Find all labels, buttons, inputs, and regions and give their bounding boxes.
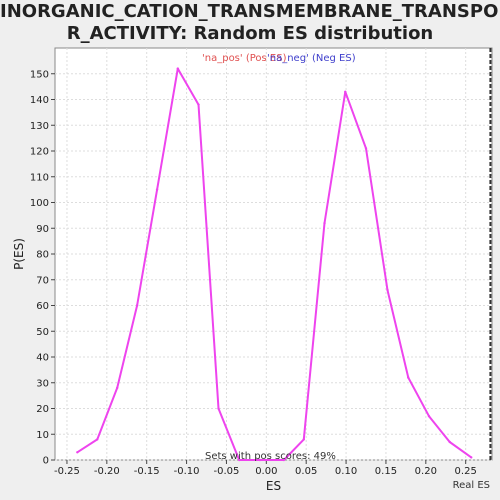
data-point bbox=[386, 288, 389, 292]
x-tick-label: -0.20 bbox=[94, 466, 120, 477]
y-tick-label: 30 bbox=[36, 378, 49, 389]
data-point bbox=[427, 415, 431, 418]
data-point bbox=[407, 376, 410, 379]
x-tick-label: 0.00 bbox=[255, 466, 277, 477]
y-tick-label: 130 bbox=[30, 121, 49, 132]
y-tick-label: 80 bbox=[36, 250, 49, 261]
x-tick-label: 0.20 bbox=[415, 466, 437, 477]
data-point bbox=[217, 407, 220, 410]
legend-pos-es: 'na_pos' (Pos ES) bbox=[202, 53, 287, 64]
x-tick-label: 0.05 bbox=[295, 466, 317, 477]
y-tick-label: 150 bbox=[30, 69, 49, 80]
data-point bbox=[258, 458, 262, 462]
data-point bbox=[282, 458, 286, 462]
data-point bbox=[470, 456, 473, 459]
y-tick-label: 110 bbox=[30, 172, 49, 183]
y-tick-label: 70 bbox=[36, 275, 49, 286]
real-es-label: Real ES bbox=[453, 480, 490, 491]
x-tick-label: 0.10 bbox=[335, 466, 357, 477]
y-tick-label: 90 bbox=[36, 224, 49, 235]
y-tick-label: 40 bbox=[36, 353, 49, 364]
y-tick-label: 120 bbox=[30, 147, 49, 158]
y-tick-label: 0 bbox=[43, 456, 49, 467]
chart-title-line-2: R_ACTIVITY: Random ES distribution bbox=[66, 23, 434, 44]
data-point bbox=[364, 147, 368, 150]
x-tick-label: -0.15 bbox=[134, 466, 160, 477]
y-axis-label: P(ES) bbox=[12, 238, 26, 270]
data-point bbox=[302, 438, 306, 441]
data-point bbox=[176, 67, 180, 70]
data-point bbox=[135, 304, 139, 307]
y-tick-label: 100 bbox=[30, 198, 49, 209]
pos-scores-annotation: Sets with pos scores: 49% bbox=[205, 451, 336, 462]
x-axis-label: ES bbox=[266, 479, 281, 493]
data-point bbox=[155, 188, 159, 191]
x-tick-label: 0.25 bbox=[455, 466, 477, 477]
series-line bbox=[76, 67, 472, 461]
data-point bbox=[448, 440, 451, 444]
data-point bbox=[344, 90, 347, 93]
data-point bbox=[76, 451, 79, 454]
y-tick-label: 20 bbox=[36, 404, 49, 415]
y-tick-label: 60 bbox=[36, 301, 49, 312]
x-tick-label: -0.10 bbox=[174, 466, 200, 477]
legend-neg-es: 'na_neg' (Neg ES) bbox=[267, 53, 356, 64]
x-tick-label: 0.15 bbox=[375, 466, 397, 477]
data-point bbox=[197, 103, 200, 106]
data-point bbox=[96, 438, 99, 441]
data-point bbox=[116, 386, 119, 390]
x-tick-label: -0.25 bbox=[54, 466, 80, 477]
x-tick-label: -0.05 bbox=[214, 466, 240, 477]
y-tick-label: 10 bbox=[36, 430, 49, 441]
chart-title-line-1: INORGANIC_CATION_TRANSMEMBRANE_TRANSPORT… bbox=[0, 1, 500, 22]
data-point bbox=[238, 458, 241, 462]
y-tick-label: 50 bbox=[36, 327, 49, 338]
y-tick-label: 140 bbox=[30, 95, 49, 106]
data-point bbox=[323, 221, 326, 225]
